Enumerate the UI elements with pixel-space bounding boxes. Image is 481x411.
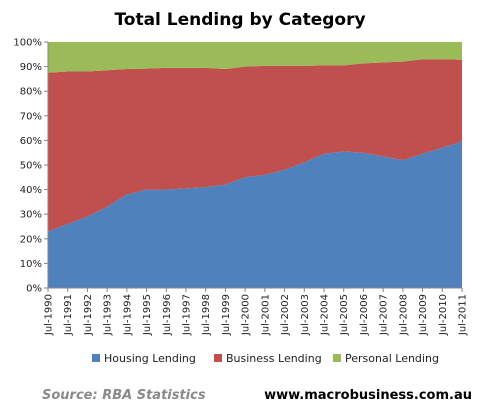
x-tick-label: Jul-2011	[458, 294, 469, 336]
y-tick-label: 20%	[20, 234, 42, 245]
x-tick-label: Jul-2005	[339, 294, 350, 336]
y-tick-label: 100%	[13, 38, 42, 49]
legend-swatch-personal-lending	[333, 354, 341, 362]
y-tick-label: 0%	[26, 284, 42, 295]
area-personal-lending	[48, 42, 462, 73]
legend-swatch-business-lending	[214, 354, 222, 362]
legend-swatch-housing-lending	[92, 354, 100, 362]
legend-label-personal-lending: Personal Lending	[345, 352, 439, 365]
x-tick-label: Jul-1993	[103, 294, 114, 336]
y-tick-label: 50%	[20, 161, 42, 172]
x-tick-label: Jul-1994	[122, 294, 133, 336]
x-tick-label: Jul-2003	[300, 294, 311, 336]
y-tick-label: 40%	[20, 185, 42, 196]
x-tick-label: Jul-1998	[201, 294, 212, 336]
y-axis-ticks: 0% 10% 20% 30% 40% 50% 60% 70% 80% 90% 100%	[13, 38, 48, 295]
area-housing-lending	[48, 141, 462, 288]
x-tick-label: Jul-2007	[379, 294, 390, 336]
x-axis-ticks: Jul-1990 Jul-1991 Jul-1992 Jul-1993 Jul-1994…	[44, 288, 469, 336]
x-tick-label: Jul-2000	[241, 294, 252, 336]
x-tick-label: Jul-1999	[221, 294, 232, 336]
legend-label-housing-lending: Housing Lending	[104, 352, 196, 365]
x-tick-label: Jul-1990	[44, 294, 55, 336]
y-tick-label: 90%	[20, 62, 42, 73]
x-tick-label: Jul-1997	[182, 294, 193, 336]
x-tick-label: Jul-2004	[320, 294, 331, 336]
y-tick-label: 60%	[20, 136, 42, 147]
x-tick-label: Jul-1991	[63, 294, 74, 336]
area-layers	[48, 42, 462, 288]
x-tick-label: Jul-2010	[438, 294, 449, 336]
x-tick-label: Jul-2008	[398, 294, 409, 336]
website-link[interactable]: www.macrobusiness.com.au	[264, 388, 472, 403]
x-tick-label: Jul-2009	[418, 294, 429, 336]
chart-title: Total Lending by Category	[114, 10, 365, 30]
legend: Housing Lending Business Lending Personal …	[92, 352, 439, 365]
source-note: Source: RBA Statistics	[42, 388, 206, 403]
y-tick-label: 70%	[20, 111, 42, 122]
x-tick-label: Jul-2002	[280, 294, 291, 336]
x-tick-label: Jul-1992	[83, 294, 94, 336]
x-tick-label: Jul-2006	[359, 294, 370, 336]
x-tick-label: Jul-1995	[142, 294, 153, 336]
y-tick-label: 80%	[20, 87, 42, 98]
legend-label-business-lending: Business Lending	[226, 352, 322, 365]
y-tick-label: 10%	[20, 259, 42, 270]
area-business-lending	[48, 59, 462, 232]
x-tick-label: Jul-1996	[162, 294, 173, 336]
y-tick-label: 30%	[20, 210, 42, 221]
x-tick-label: Jul-2001	[260, 294, 271, 336]
